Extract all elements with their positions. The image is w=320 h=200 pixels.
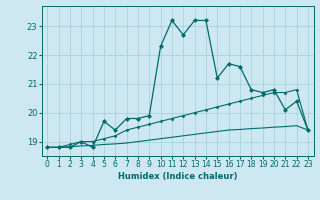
X-axis label: Humidex (Indice chaleur): Humidex (Indice chaleur) bbox=[118, 172, 237, 181]
